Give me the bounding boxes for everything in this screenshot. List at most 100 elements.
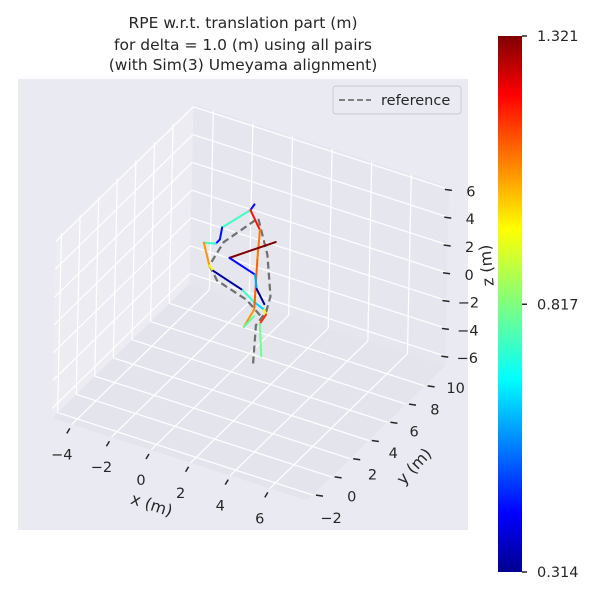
estimated-trajectory: [202, 203, 277, 358]
y-tick-mark: [371, 439, 379, 443]
colorbar: 1.321 0.817 0.314: [498, 29, 579, 581]
grid-z-back: [190, 217, 447, 302]
legend: reference: [332, 85, 462, 115]
y-tick-mark: [353, 457, 361, 461]
grid-y-bottom: [113, 357, 369, 442]
grid-x-bottom: [190, 327, 329, 464]
x-tick-mark: [264, 492, 269, 498]
grid-z-left: [54, 134, 194, 270]
y-tick-label: 2: [368, 468, 377, 484]
x-tick-label: −4: [51, 447, 72, 463]
trajectory-segment: [258, 322, 263, 358]
trajectory-segment: [208, 264, 215, 272]
trajectory-segment: [218, 226, 224, 241]
x-tick-label: 2: [176, 486, 185, 502]
y-tick-label: −2: [320, 511, 341, 527]
y-tick-mark: [408, 403, 417, 406]
grid-z-back: [189, 273, 446, 357]
y-tick-label: 10: [446, 381, 464, 397]
trajectory-segment: [241, 289, 256, 304]
trajectory-segment: [256, 228, 261, 261]
z-tick-label: 4: [466, 212, 475, 228]
trajectory-segment: [202, 241, 211, 267]
trajectory-segment: [249, 209, 261, 231]
grid-y-bottom: [168, 302, 425, 387]
reference-line: [208, 216, 272, 364]
z-tick-label: −4: [457, 323, 478, 339]
grid-x-back: [208, 110, 214, 290]
grid-z-back: [191, 189, 448, 274]
trajectory-segment: [254, 273, 258, 291]
z-axis-label: z (m): [475, 244, 498, 287]
y-tick-mark: [427, 385, 435, 388]
grid-x-bottom: [229, 340, 369, 477]
trajectory-segment: [221, 209, 252, 229]
grid-x-back: [327, 148, 333, 329]
z-tick-label: 2: [465, 240, 474, 256]
colorbar-tick-label: 1.321: [537, 29, 579, 45]
trajectory-segment: [253, 301, 266, 311]
y-tick-label: 4: [389, 446, 398, 462]
grid-y-bottom: [75, 393, 332, 478]
grid-x-back: [406, 174, 412, 354]
grid-z-left: [52, 245, 191, 381]
bottom-pane: [52, 283, 446, 501]
y-tick-mark: [390, 421, 398, 425]
z-tick-mark: [444, 188, 452, 192]
trajectory-segment: [242, 315, 256, 328]
x-tick-label: 4: [216, 499, 225, 515]
legend-reference-label: reference: [381, 93, 450, 109]
axes-panes: [52, 104, 449, 501]
x-tick-label: 6: [255, 511, 264, 527]
z-tick-label: −2: [458, 296, 479, 312]
z-tick-mark: [441, 327, 449, 331]
z-tick-label: −6: [457, 351, 478, 367]
grid-x-bottom: [150, 314, 290, 451]
y-tick-label: 8: [430, 403, 439, 419]
x-tick-label: −2: [91, 460, 112, 476]
colorbar-gradient: [498, 36, 522, 572]
trajectory-segment: [228, 241, 277, 259]
trajectory-segment: [212, 269, 244, 292]
chart-title-line-2: for delta = 1.0 (m) using all pairs: [114, 36, 372, 54]
trajectory-segment: [202, 241, 217, 245]
chart-title-line-1: RPE w.r.t. translation part (m): [128, 14, 357, 32]
grid-z-back: [192, 161, 448, 246]
z-tick-mark: [442, 272, 451, 275]
colorbar-tick-label: 0.817: [537, 297, 579, 313]
grid-z-left: [54, 161, 193, 298]
legend-box: [332, 85, 462, 115]
x-tick-mark: [145, 453, 150, 460]
trajectory-segment: [249, 203, 256, 212]
x-tick-label: 0: [136, 473, 145, 489]
grid-y-bottom: [131, 339, 388, 423]
chart-title-line-3: (with Sim(3) Umeyama alignment): [109, 56, 378, 74]
x-tick-mark: [105, 440, 111, 447]
z-tick-mark: [444, 216, 452, 219]
x-tick-mark: [224, 479, 229, 485]
z-tick-mark: [443, 244, 451, 247]
grid-y-bottom: [57, 411, 314, 496]
grid-y-bottom: [150, 320, 407, 405]
grid-x-back: [367, 161, 373, 341]
grid-z-left: [55, 106, 194, 242]
grid-x-back: [288, 135, 294, 316]
z-tick-mark: [441, 355, 449, 358]
y-tick-label: 0: [347, 489, 356, 505]
z-tick-label: 0: [464, 268, 473, 284]
grid-x-bottom: [71, 289, 210, 425]
reference-trajectory: [208, 216, 272, 364]
grid-x-bottom: [269, 353, 408, 489]
colorbar-tick-label: 0.314: [537, 565, 579, 581]
x-tick-mark: [184, 466, 190, 473]
y-tick-label: 6: [409, 424, 418, 440]
grid-z-left: [51, 273, 191, 409]
y-tick-mark: [334, 476, 342, 479]
grid-y-bottom: [94, 375, 351, 460]
z-tick-label: 6: [466, 184, 475, 200]
y-tick-mark: [315, 494, 324, 497]
left-pane: [52, 104, 194, 418]
grid-z-back: [193, 106, 450, 190]
